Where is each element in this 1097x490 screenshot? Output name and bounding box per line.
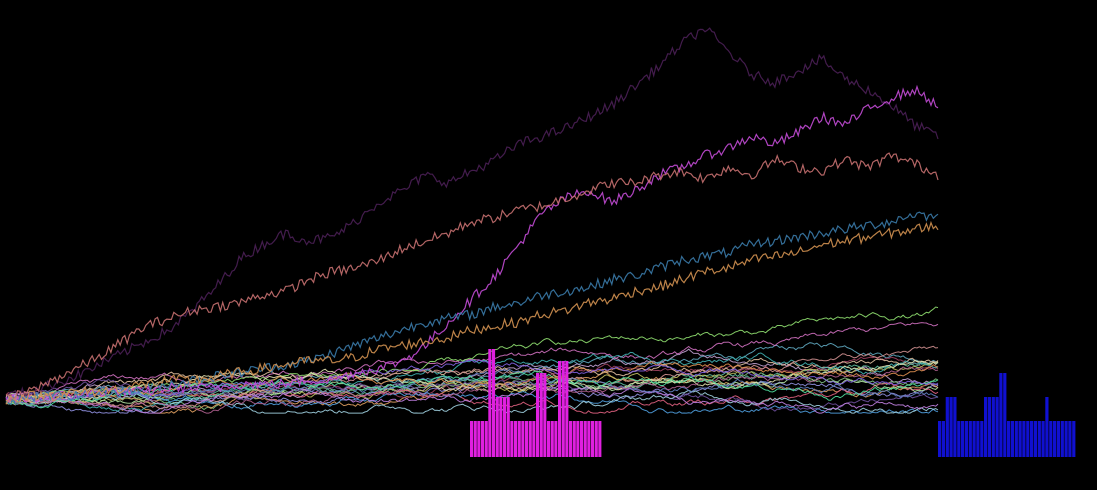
histogram-1-bar-1 <box>941 421 945 457</box>
histogram-0-bar-22 <box>550 421 554 457</box>
histogram-0-bar-35 <box>598 421 602 457</box>
histogram-0-bar-21 <box>547 421 551 457</box>
histogram-0-bar-0 <box>470 421 474 457</box>
series-line-13 <box>5 378 939 412</box>
series-line-highlight-0 <box>5 27 939 401</box>
histogram-1-bar-12 <box>984 397 988 457</box>
histogram-0-bar-4 <box>484 421 488 457</box>
histogram-0-bar-16 <box>528 421 532 457</box>
histogram-1-bar-34 <box>1068 421 1072 457</box>
histogram-0-bar-26 <box>565 361 569 457</box>
histogram-1-bar-20 <box>1014 421 1018 457</box>
histogram-1-bar-23 <box>1026 421 1030 457</box>
histogram-0-bar-2 <box>477 421 481 457</box>
histogram-1-bar-8 <box>968 421 972 457</box>
histogram-0-bar-10 <box>506 397 510 457</box>
histogram-0-bar-13 <box>517 421 521 457</box>
histogram-1-bar-15 <box>995 397 999 457</box>
histogram-1-bar-5 <box>957 421 961 457</box>
histogram-0-bar-34 <box>594 421 598 457</box>
histogram-0-bar-31 <box>583 421 587 457</box>
histogram-0-bar-1 <box>473 421 477 457</box>
histogram-1-bar-13 <box>987 397 991 457</box>
histogram-1-bar-35 <box>1072 421 1076 457</box>
series-line-highlight-1 <box>5 84 939 405</box>
histogram-0-bar-15 <box>525 421 529 457</box>
histogram-1-bar-0 <box>938 421 942 457</box>
histogram-1-bar-24 <box>1030 421 1034 457</box>
histogram-1-bar-18 <box>1007 421 1011 457</box>
histogram-0-bar-8 <box>499 397 503 457</box>
histogram-0-bar-17 <box>532 421 536 457</box>
histogram-1-bar-10 <box>976 421 980 457</box>
histogram-0-bar-25 <box>561 361 565 457</box>
histogram-1-bar-21 <box>1018 421 1022 457</box>
histogram-1-bar-4 <box>953 397 957 457</box>
histogram-1-bar-17 <box>1003 373 1007 457</box>
histogram-0-bar-32 <box>587 421 591 457</box>
histogram-0-bar-27 <box>569 421 573 457</box>
series-line-highlight-2 <box>5 152 939 402</box>
histogram-1-bar-30 <box>1053 421 1057 457</box>
series-line-12 <box>5 357 939 406</box>
histogram-1-bar-28 <box>1045 397 1049 457</box>
histogram-0-bar-28 <box>572 421 576 457</box>
histogram-1-bar-19 <box>1010 421 1014 457</box>
histogram-1-bar-29 <box>1049 421 1053 457</box>
histogram-0-bar-12 <box>514 421 518 457</box>
histogram-0-bar-5 <box>488 349 492 457</box>
series-line-16 <box>5 389 939 414</box>
histogram-0-bar-3 <box>481 421 485 457</box>
series-line-highlight-3 <box>5 211 939 406</box>
histogram-0-bar-6 <box>492 349 496 457</box>
histogram-1-bar-2 <box>945 397 949 457</box>
histogram-0-bar-11 <box>510 421 514 457</box>
histogram-1-bar-27 <box>1041 421 1045 457</box>
histogram-1-bar-16 <box>999 373 1003 457</box>
histogram-0-bar-24 <box>558 361 562 457</box>
histogram-1-bar-25 <box>1033 421 1037 457</box>
series-line-2 <box>5 371 939 411</box>
series-line-24 <box>5 359 939 402</box>
histogram-1-bar-7 <box>964 421 968 457</box>
histogram-0-bar-7 <box>495 397 499 457</box>
series-line-15 <box>5 345 939 410</box>
histogram-0-bar-33 <box>591 421 595 457</box>
histogram-1-bar-22 <box>1022 421 1026 457</box>
histogram-1-bar-26 <box>1037 421 1041 457</box>
series-lines <box>5 27 939 414</box>
histogram-0-bar-23 <box>554 421 558 457</box>
histogram-1-bar-9 <box>972 421 976 457</box>
series-line-17 <box>5 385 939 414</box>
series-line-highlight-4 <box>5 220 939 405</box>
histogram-0-bar-20 <box>543 373 547 457</box>
histogram-0-bar-9 <box>503 397 507 457</box>
histogram-1-bar-32 <box>1060 421 1064 457</box>
histogram-0-bar-29 <box>576 421 580 457</box>
histogram-0-bar-30 <box>580 421 584 457</box>
series-line-21 <box>5 366 939 414</box>
histogram-0-bar-19 <box>539 373 543 457</box>
histogram-1-bar-11 <box>980 421 984 457</box>
histogram-0-bar-18 <box>536 373 540 457</box>
histograms <box>470 349 1076 457</box>
histogram-1-bar-33 <box>1064 421 1068 457</box>
histogram-0-bar-14 <box>521 421 525 457</box>
histogram-1-bar-3 <box>949 397 953 457</box>
histogram-1-bar-14 <box>991 397 995 457</box>
histogram-1-bar-31 <box>1056 421 1060 457</box>
histogram-1-bar-6 <box>961 421 965 457</box>
series-line-10 <box>5 389 939 414</box>
